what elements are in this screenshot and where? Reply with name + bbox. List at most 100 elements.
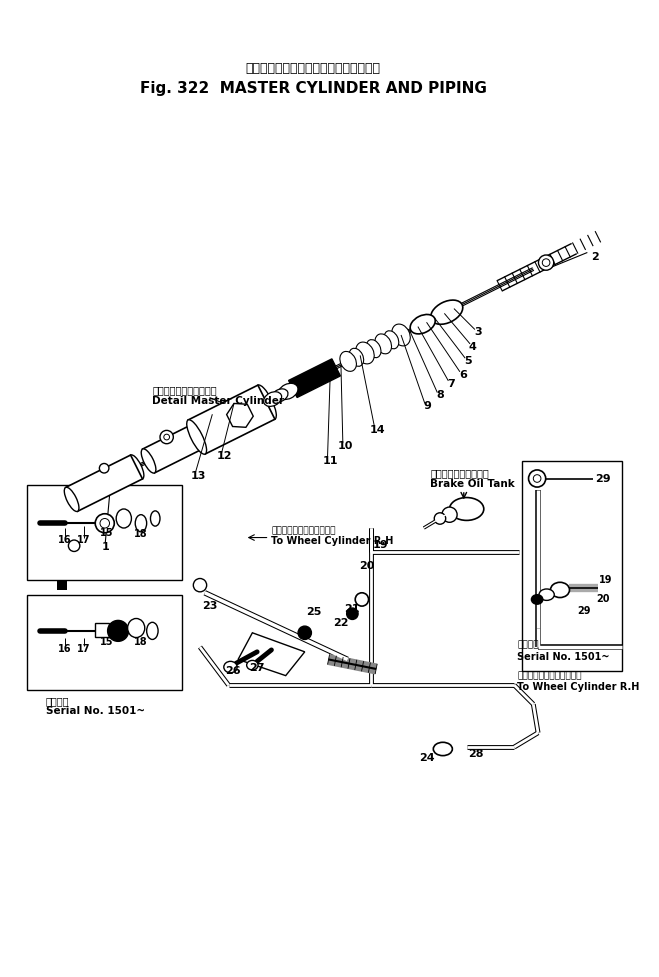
Ellipse shape: [150, 511, 160, 527]
Ellipse shape: [256, 385, 276, 419]
Text: 18: 18: [134, 529, 148, 538]
Ellipse shape: [431, 300, 463, 324]
Text: 16: 16: [58, 644, 72, 654]
Ellipse shape: [129, 455, 144, 479]
Ellipse shape: [272, 389, 288, 403]
Text: 23: 23: [202, 601, 217, 612]
Polygon shape: [66, 455, 142, 511]
Text: 20: 20: [596, 594, 610, 605]
Ellipse shape: [96, 514, 114, 532]
Ellipse shape: [434, 513, 445, 525]
Ellipse shape: [538, 255, 554, 271]
Text: 3: 3: [474, 327, 482, 337]
Ellipse shape: [69, 540, 80, 551]
Text: ホイール　シリンダ　かへ: ホイール シリンダ かへ: [517, 671, 582, 680]
Text: To Wheel Cylinder R.H: To Wheel Cylinder R.H: [517, 682, 639, 692]
Text: 25: 25: [306, 607, 322, 616]
Text: Brake Oil Tank: Brake Oil Tank: [430, 479, 515, 489]
Text: 20: 20: [359, 561, 374, 572]
Text: ホイール　シリンダ　かへ: ホイール シリンダ かへ: [272, 527, 336, 535]
Text: 17: 17: [77, 644, 90, 654]
Text: Detail Master Cylinder: Detail Master Cylinder: [152, 397, 285, 406]
Ellipse shape: [278, 383, 298, 400]
Text: マスタ　シリンダ　および　パイピング: マスタ シリンダ および パイピング: [246, 63, 381, 75]
Ellipse shape: [529, 470, 546, 488]
Ellipse shape: [533, 475, 541, 483]
Ellipse shape: [366, 340, 381, 358]
Text: 14: 14: [370, 425, 385, 435]
Ellipse shape: [116, 509, 131, 528]
Text: 11: 11: [323, 455, 338, 466]
Text: 6: 6: [459, 369, 467, 380]
Text: 2: 2: [591, 252, 599, 262]
Polygon shape: [238, 633, 304, 676]
Ellipse shape: [539, 589, 554, 601]
Text: Serial No. 1501~: Serial No. 1501~: [45, 705, 145, 716]
Ellipse shape: [107, 620, 129, 641]
Ellipse shape: [375, 334, 391, 354]
Ellipse shape: [160, 431, 173, 444]
Ellipse shape: [186, 420, 206, 454]
Polygon shape: [188, 385, 275, 454]
Text: 29: 29: [595, 474, 611, 484]
Ellipse shape: [100, 519, 109, 528]
Ellipse shape: [392, 324, 411, 346]
Text: 17: 17: [77, 535, 90, 545]
Text: 22: 22: [333, 618, 349, 628]
Bar: [522, 461, 622, 671]
Text: 8: 8: [436, 391, 444, 401]
Ellipse shape: [224, 661, 237, 673]
Text: 19: 19: [599, 575, 612, 585]
Text: 24: 24: [419, 753, 434, 763]
Text: 29: 29: [577, 606, 590, 616]
Text: 12: 12: [217, 450, 232, 461]
Ellipse shape: [164, 434, 169, 440]
Ellipse shape: [355, 593, 368, 606]
Text: 13: 13: [190, 471, 206, 481]
Text: Serial No. 1501~: Serial No. 1501~: [517, 652, 610, 661]
Ellipse shape: [193, 578, 207, 592]
Text: Fig. 322  MASTER CYLINDER AND PIPING: Fig. 322 MASTER CYLINDER AND PIPING: [140, 80, 487, 96]
Ellipse shape: [347, 608, 358, 619]
Ellipse shape: [298, 626, 312, 639]
Text: 5: 5: [464, 356, 472, 366]
Text: 18: 18: [134, 637, 148, 648]
Text: 1: 1: [101, 542, 109, 552]
Text: 15: 15: [100, 528, 113, 537]
Polygon shape: [142, 426, 200, 473]
Ellipse shape: [542, 259, 550, 267]
Text: 19: 19: [373, 540, 389, 550]
Ellipse shape: [100, 463, 109, 473]
Ellipse shape: [449, 497, 484, 521]
Polygon shape: [289, 359, 341, 398]
Ellipse shape: [141, 448, 156, 473]
Ellipse shape: [135, 515, 147, 531]
Bar: [96, 623, 109, 637]
Ellipse shape: [531, 595, 543, 604]
Text: 27: 27: [249, 663, 265, 673]
Ellipse shape: [340, 352, 357, 371]
Text: 15: 15: [100, 637, 113, 648]
Text: To Wheel Cylinder R.H: To Wheel Cylinder R.H: [272, 536, 394, 546]
Bar: [26, 486, 182, 580]
Text: 適用号機: 適用号機: [45, 697, 69, 706]
Ellipse shape: [264, 392, 281, 406]
Ellipse shape: [550, 582, 569, 598]
Ellipse shape: [246, 660, 258, 670]
Ellipse shape: [187, 426, 202, 450]
Text: 9: 9: [424, 402, 432, 411]
Text: ブレーキオイルタンク: ブレーキオイルタンク: [430, 468, 489, 478]
Ellipse shape: [410, 315, 435, 334]
Ellipse shape: [349, 348, 364, 366]
Ellipse shape: [434, 743, 452, 755]
Bar: [26, 595, 182, 690]
Text: 4: 4: [469, 342, 477, 352]
Text: 7: 7: [447, 379, 455, 389]
Ellipse shape: [65, 488, 79, 512]
Polygon shape: [227, 404, 253, 427]
Text: 適用号機: 適用号機: [517, 641, 538, 650]
Ellipse shape: [128, 618, 145, 638]
Text: 16: 16: [58, 535, 72, 545]
Ellipse shape: [384, 331, 399, 349]
Ellipse shape: [356, 342, 374, 363]
